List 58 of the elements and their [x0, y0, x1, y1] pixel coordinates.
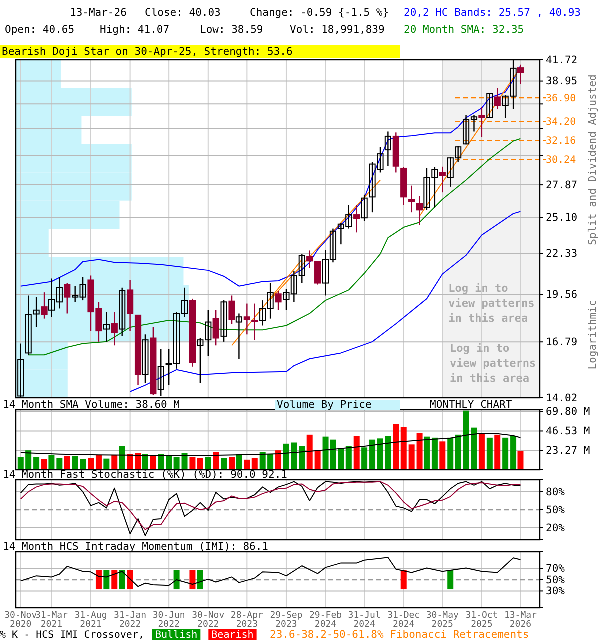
y-tick-label: 16.79 [546, 336, 578, 348]
x-tick-label: 29-Sep 2023 [270, 611, 303, 630]
y-tick-label: 23.27 M [546, 444, 590, 457]
text: Vol: 18,991,839 [290, 24, 385, 36]
chart-title: 14 Month Fast Stochastic (%K) (%D): 90.0 92.1 [3, 469, 288, 481]
text: Bullish [156, 630, 198, 640]
y-tick-label: 25.10 [546, 212, 578, 224]
y-tick-label: 50% [546, 574, 566, 586]
x-tick-label: 31-Jul 2024 [348, 611, 381, 630]
y-tick-label: 14.02 [546, 392, 578, 404]
y-tick-label: 27.87 [546, 179, 578, 192]
y-tick-label: 30% [546, 586, 566, 598]
ref-line-label: 32.16 [546, 136, 576, 148]
y-tick-label: 69.80 M [546, 406, 590, 418]
x-tick-label: 30-Nov 2020 [4, 611, 38, 630]
x-tick-label: 30-May 2025 [426, 611, 460, 630]
annotation: Log in to view patterns in this area [450, 342, 536, 385]
y-tick-label: 70% [546, 563, 566, 576]
text: 14 Month SMA Volume: 38.60 M [3, 399, 180, 411]
y-axis-title: Split and Dividend Adjusted [587, 74, 599, 246]
x-tick-label: 31-Dec 2024 [388, 611, 420, 630]
text: 20 Month SMA: 32.35 [404, 24, 524, 36]
text: Close: 40.03 [145, 7, 221, 19]
y-tick-label: 20% [546, 522, 566, 534]
x-tick-label: 30-Jun 2022 [152, 611, 186, 630]
annotation: MONTHLY CHART [430, 399, 513, 411]
ref-line-label: 30.24 [546, 155, 576, 166]
text: Open: 40.65 [5, 24, 75, 36]
text: Logarithmic [587, 300, 599, 370]
ref-line-label: 36.90 [546, 94, 576, 105]
x-tick-label: 13-Mar 2026 [504, 611, 538, 630]
y-tick-label: 80% [546, 486, 566, 498]
text: 20,2 HC Bands: 25.57 , 40.93 [404, 7, 582, 19]
x-tick-label: 31-Aug 2021 [74, 611, 108, 630]
y-tick-label: 22.33 [546, 248, 578, 260]
chart-title: 14 Month HCS Intraday Momentum (IMI): 86.1 [3, 541, 269, 553]
x-tick-label: 29-Feb 2024 [310, 611, 342, 630]
x-tick-label: 31-Oct 2025 [466, 611, 498, 630]
x-tick-label: 31-Mar 2021 [35, 611, 69, 630]
y-tick-label: 41.72 [546, 54, 578, 66]
band-label: Log in to view patterns in this area [448, 282, 535, 325]
y-tick-label: 50% [546, 504, 566, 516]
text: 23.6-38.2-50-61.8% Fibonacci Retracements [270, 629, 530, 640]
x-tick-label: 31-Jan 2022 [114, 611, 147, 630]
legend-title: % K - HCS IMI Crossover, [0, 630, 144, 640]
text: Bearish [212, 630, 254, 640]
text: High: 41.07 [100, 24, 170, 36]
x-tick-label: 28-Apr 2023 [230, 611, 264, 630]
chart-title: Bearish Doji Star on 30-Apr-25, Strength: 53.6 [2, 46, 293, 58]
text: 13-Mar-26 [70, 7, 127, 19]
text: Change: -0.59 {-1.5 %} [250, 7, 390, 19]
x-tick-label: 30-Nov 2022 [192, 611, 225, 630]
annotation: Volume By Price [277, 399, 372, 411]
y-tick-label: 38.95 [546, 76, 578, 88]
y-tick-label: 46.53 M [546, 426, 590, 438]
ref-line-label: 34.20 [546, 117, 576, 128]
text: Low: 38.59 [200, 24, 264, 36]
y-tick-label: 19.56 [546, 289, 578, 302]
